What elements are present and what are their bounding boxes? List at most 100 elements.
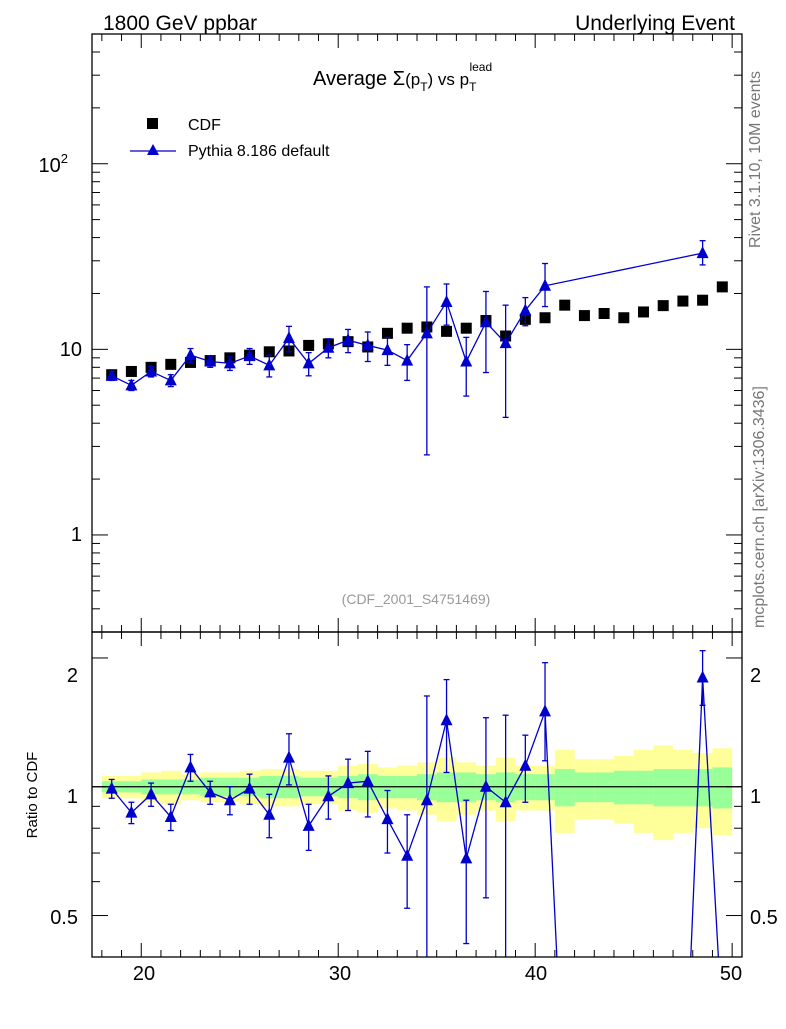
ratio-point xyxy=(105,781,118,794)
cdf-point xyxy=(401,322,413,334)
ratio-mc-line-segment xyxy=(288,757,310,827)
legend-data-marker xyxy=(147,118,158,129)
cdf-point xyxy=(716,281,728,293)
ratio-point xyxy=(282,750,295,763)
ratio-mc-line-segment xyxy=(426,720,448,801)
ratio-point xyxy=(302,818,315,831)
ratio-point xyxy=(361,774,374,787)
cdf-point xyxy=(165,358,177,370)
cdf-point xyxy=(677,295,689,307)
mc-point xyxy=(361,338,374,351)
ratio-point xyxy=(420,793,433,806)
cdf-point xyxy=(263,346,275,358)
chart-title: Average Σ(pT) vs pTlead xyxy=(313,60,492,94)
cdf-point xyxy=(460,322,472,334)
legend-mc-label: Pythia 8.186 default xyxy=(188,143,330,160)
ratio-point xyxy=(519,758,532,771)
ratio-point xyxy=(460,851,473,864)
mc-point xyxy=(164,373,177,386)
ratio-point xyxy=(401,848,414,861)
ratio-mc-line-segment xyxy=(268,757,290,815)
ratio-band-inner xyxy=(653,769,674,807)
ratio-point xyxy=(204,785,217,798)
mc-point xyxy=(105,368,118,381)
cdf-point xyxy=(618,312,630,324)
mc-point xyxy=(204,354,217,367)
ytick-100-exp: 2 xyxy=(61,151,68,166)
ratio-point xyxy=(479,779,492,792)
ratio-point xyxy=(125,805,138,818)
mc-point xyxy=(184,348,197,361)
ratio-ytick-right-1: 1 xyxy=(750,786,761,808)
mc-point xyxy=(125,378,138,391)
header-left: 1800 GeV ppbar xyxy=(103,12,257,35)
xtick-label-50: 50 xyxy=(720,963,742,985)
cdf-point xyxy=(125,365,137,377)
ratio-band-inner xyxy=(712,767,733,809)
ratio-point xyxy=(381,812,394,825)
ratio-mc-line-segment xyxy=(524,711,546,766)
ratio-mc-line-segment xyxy=(544,711,558,958)
mc-point xyxy=(479,315,492,328)
ratio-mc-line-segment xyxy=(690,677,704,958)
mc-point xyxy=(696,246,709,259)
title-paren-close: ) vs p xyxy=(428,70,470,89)
ratio-ytick-left-05: 0.5 xyxy=(50,907,78,929)
ratio-ylabel: Ratio to CDF xyxy=(24,752,41,839)
main-panel xyxy=(91,33,743,633)
ratio-mc-line-segment xyxy=(406,800,428,856)
title-paren-open: (p xyxy=(405,70,420,89)
ratio-ytick-left-1: 1 xyxy=(67,786,78,808)
xtick-label-20: 20 xyxy=(133,963,155,985)
ratio-mc-line-segment xyxy=(701,677,720,958)
ytick-label-10: 10 xyxy=(60,339,82,361)
ratio-mc-line-segment xyxy=(170,767,192,818)
ratio-band-inner xyxy=(613,770,634,805)
title-sigma: Σ xyxy=(393,68,405,90)
mc-point xyxy=(401,353,414,366)
ratio-point xyxy=(223,793,236,806)
title-main: Average xyxy=(313,68,393,90)
ratio-panel xyxy=(91,631,743,958)
ratio-point xyxy=(164,809,177,822)
mc-point xyxy=(342,333,355,346)
mc-point xyxy=(322,340,335,353)
ratio-ytick-left-2: 2 xyxy=(67,665,78,687)
legend-mc-marker xyxy=(147,144,159,155)
mc-point xyxy=(460,354,473,367)
rivet-label: Rivet 3.1.10, 10M events xyxy=(747,71,764,248)
ratio-ytick-right-2: 2 xyxy=(750,665,761,687)
ratio-mc-line-segment xyxy=(386,818,408,857)
ratio-band-inner xyxy=(554,769,575,807)
ytick-label-100: 102 xyxy=(39,151,68,177)
ratio-point xyxy=(342,776,355,789)
ratio-point xyxy=(184,760,197,773)
cdf-point xyxy=(381,327,393,339)
ratio-point xyxy=(243,781,256,794)
mc-point xyxy=(263,358,276,371)
ytick-100-base: 10 xyxy=(39,155,61,177)
cdf-point xyxy=(303,339,315,351)
mc-point xyxy=(499,336,512,349)
cdf-point xyxy=(598,307,610,319)
ratio-mc-line-segment xyxy=(445,720,467,859)
mc-point xyxy=(145,364,158,377)
title-sup-lead: lead xyxy=(469,60,492,74)
ratio-mc-line-segment xyxy=(505,765,526,803)
title-sub-t: T xyxy=(420,80,428,94)
ratio-point xyxy=(499,795,512,808)
ratio-point xyxy=(440,713,453,726)
mcplots-label: mcplots.cern.ch [arXiv:1306.3436] xyxy=(751,386,768,628)
title-sub-t2: T xyxy=(469,80,477,94)
mc-point xyxy=(282,331,295,344)
cdf-point xyxy=(638,306,650,318)
mc-point xyxy=(519,303,532,316)
legend-data-label: CDF xyxy=(188,117,221,134)
mc-point xyxy=(302,356,315,369)
ratio-point xyxy=(322,789,335,802)
cdf-point xyxy=(697,294,709,306)
ytick-label-1: 1 xyxy=(71,524,82,546)
mc-point xyxy=(420,326,433,339)
cdf-point xyxy=(559,299,571,311)
